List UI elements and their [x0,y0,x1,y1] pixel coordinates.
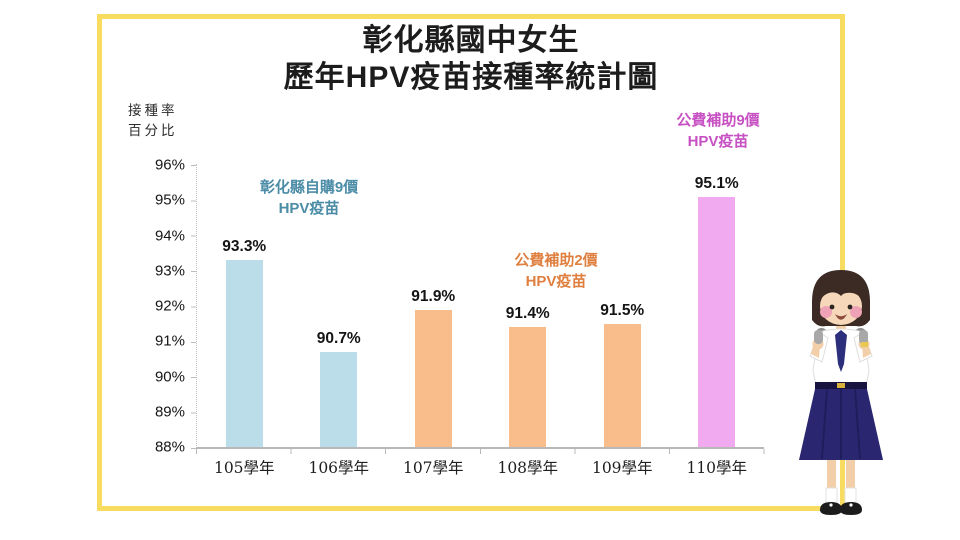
bar-column: 91.9% [386,165,481,447]
x-axis-tick-marks [196,449,765,454]
mouth [834,314,848,320]
y-axis-tick-labels: 96% 95% 94% 93% 92% 91% 90% 89% 88% [133,157,185,456]
y-tick-label: 96% [154,156,185,174]
y-axis-tick-marks [191,165,196,449]
y-axis-unit-line1: 接種率 [128,103,178,118]
bar-value-label: 91.9% [411,287,456,305]
bar-column: 91.5% [575,165,670,447]
y-axis-unit-line2: 百分比 [128,123,178,138]
bar-108學年 [509,327,547,447]
x-axis-line [196,447,764,449]
school-girl-illustration [799,270,883,515]
x-tick-label: 105學年 [213,459,275,477]
annotation-line1: 彰化縣自購9價 [259,179,359,196]
annotation-line1: 公費補助9價 [676,112,760,129]
bar-column: 90.7% [292,165,387,447]
bar-value-label: 93.3% [222,238,267,256]
y-axis-line [196,164,197,448]
chart-title-line2: 歷年HPV疫苗接種率統計圖 [283,61,659,94]
bar-106學年 [320,351,358,447]
bar-column: 93.3% [197,165,292,447]
x-tick-label: 108學年 [497,459,559,477]
y-tick-label: 89% [154,403,185,421]
annotation-line2: HPV疫苗 [278,200,340,217]
chart-title: 彰化縣國中女生 歷年HPV疫苗接種率統計圖 [180,22,762,96]
yellow-border-frame [97,14,845,511]
y-tick-label: 94% [154,227,185,244]
tie [835,330,847,372]
plot-area: 93.3% 90.7% 91.9% 91.4% 91.5% 95.1% [197,165,764,447]
bar-110學年 [698,196,736,447]
annotation-line2: HPV疫苗 [525,273,587,290]
x-tick-label: 109學年 [591,459,653,477]
blush-left [820,306,832,318]
bar-107學年 [414,309,452,447]
bar-value-label: 90.7% [316,329,361,347]
annotation-subsidized-2v: 公費補助2價 HPV疫苗 [436,250,676,292]
bar-column: 95.1% [670,165,765,447]
x-tick-label: 110學年 [686,459,748,477]
chart-title-line1: 彰化縣國中女生 [362,24,580,57]
y-tick-label: 91% [154,332,185,350]
y-tick-label: 92% [154,297,185,315]
bar-109學年 [603,323,641,447]
y-tick-label: 93% [154,262,185,280]
annotation-line1: 公費補助2價 [514,252,598,269]
y-tick-label: 88% [154,438,185,456]
annotation-subsidized-9v: 公費補助9價 HPV疫苗 [598,110,838,152]
bar-105學年 [225,260,263,447]
bar-value-label: 91.4% [505,305,550,323]
y-axis-unit-label: 接種率 百分比 [128,101,178,141]
annotation-line2: HPV疫苗 [687,133,749,150]
y-tick-label: 90% [154,368,185,385]
x-tick-label: 107學年 [402,459,464,477]
bar-column: 91.4% [481,165,576,447]
blush-right [850,306,862,318]
bar-value-label: 91.5% [600,301,645,319]
bar-value-label: 95.1% [694,174,739,192]
y-tick-label: 95% [154,191,185,209]
annotation-self-purchased-9v: 彰化縣自購9價 HPV疫苗 [189,177,429,219]
x-axis-tick-labels: 105學年 106學年 107學年 108學年 109學年 110學年 [197,456,764,478]
x-tick-label: 106學年 [308,459,370,477]
